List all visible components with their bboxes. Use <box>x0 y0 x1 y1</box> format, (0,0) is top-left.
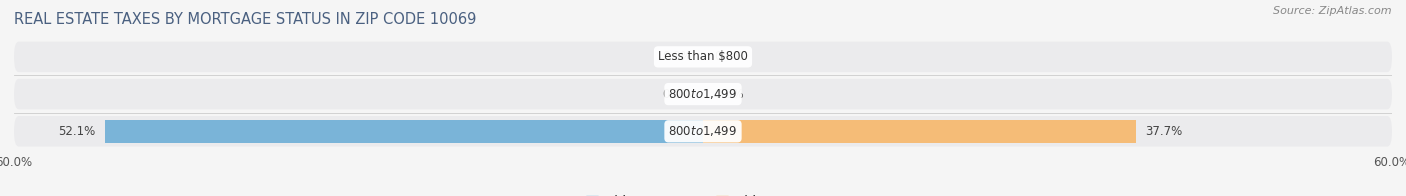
Text: 0.0%: 0.0% <box>662 50 692 63</box>
Text: Less than $800: Less than $800 <box>658 50 748 63</box>
FancyBboxPatch shape <box>14 42 1392 72</box>
Legend: Without Mortgage, With Mortgage: Without Mortgage, With Mortgage <box>586 195 820 196</box>
Text: $800 to $1,499: $800 to $1,499 <box>668 124 738 138</box>
Text: Source: ZipAtlas.com: Source: ZipAtlas.com <box>1274 6 1392 16</box>
Bar <box>703 120 1136 143</box>
Text: 0.0%: 0.0% <box>714 88 744 101</box>
Text: 52.1%: 52.1% <box>58 125 96 138</box>
Text: 0.0%: 0.0% <box>662 88 692 101</box>
FancyBboxPatch shape <box>14 79 1392 109</box>
Text: $800 to $1,499: $800 to $1,499 <box>668 87 738 101</box>
Text: REAL ESTATE TAXES BY MORTGAGE STATUS IN ZIP CODE 10069: REAL ESTATE TAXES BY MORTGAGE STATUS IN … <box>14 12 477 27</box>
FancyBboxPatch shape <box>14 116 1392 147</box>
Bar <box>105 120 703 143</box>
Text: 0.0%: 0.0% <box>714 50 744 63</box>
Text: 37.7%: 37.7% <box>1144 125 1182 138</box>
